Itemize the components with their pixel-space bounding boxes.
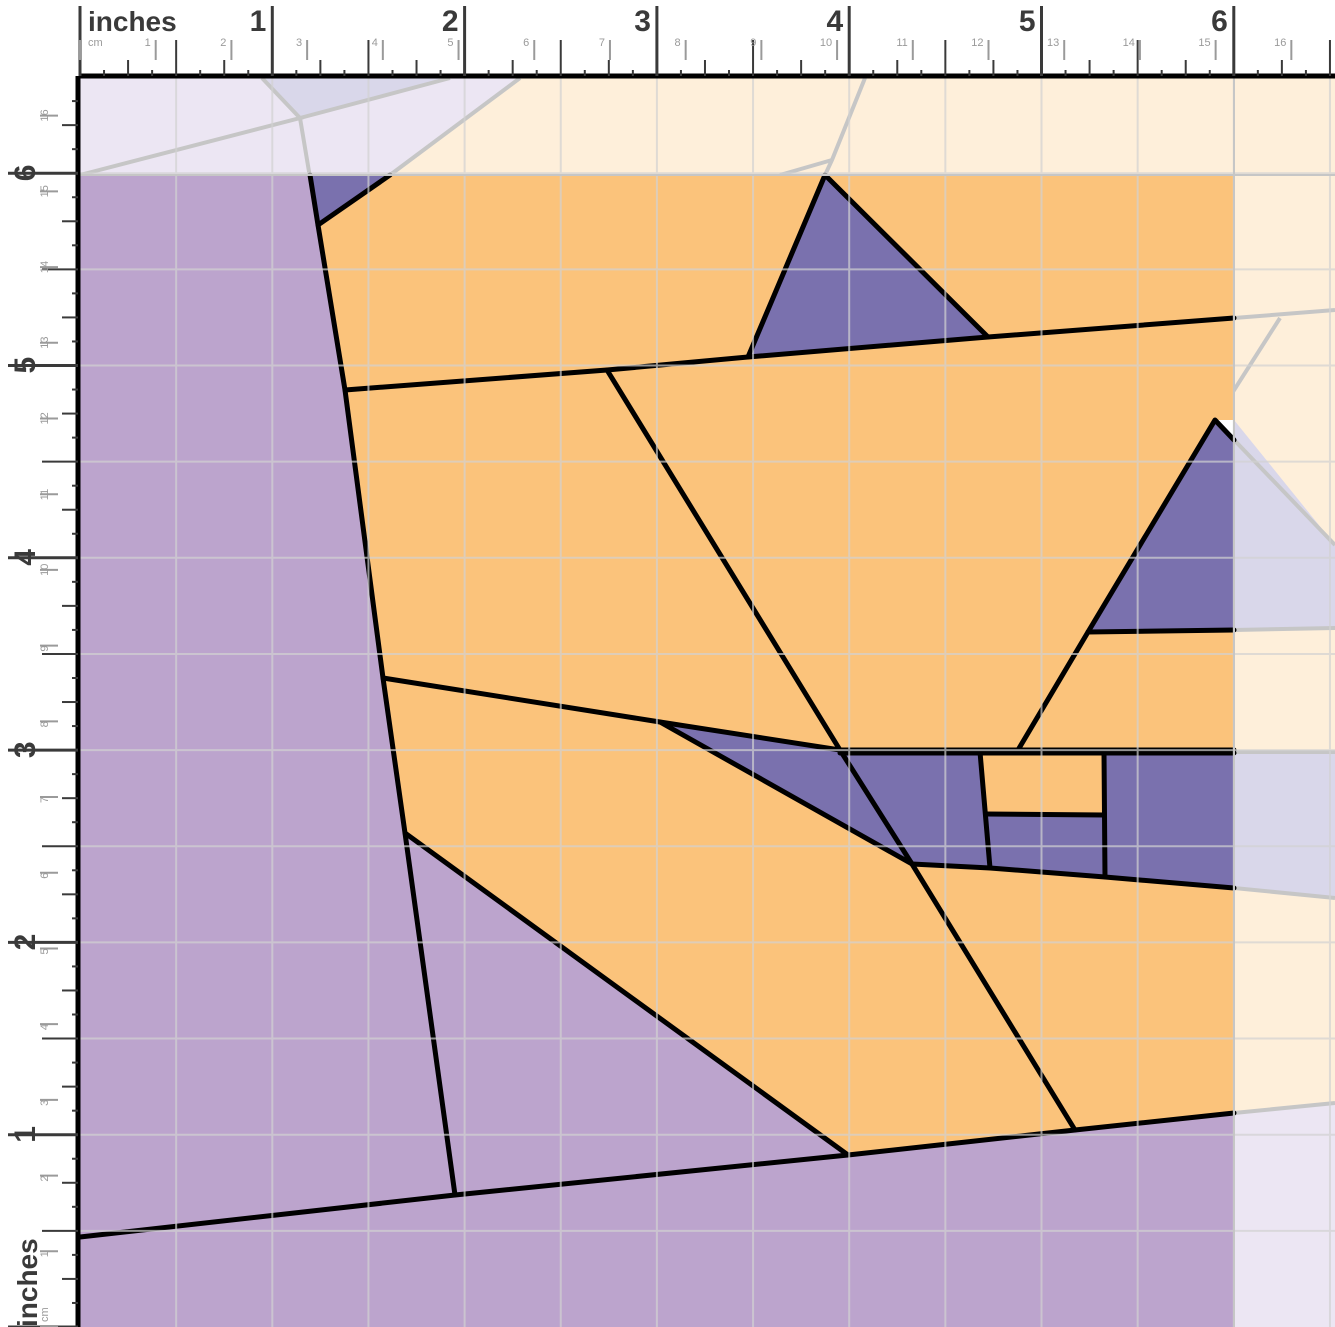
piece-dark-purple-right-rect — [1104, 752, 1234, 888]
piece-light-purple-triangle — [405, 833, 848, 1195]
ruler-top-cm-label: 16 — [1274, 37, 1286, 49]
grid-overlay — [80, 78, 1335, 1327]
ruler-left-cm-label: 13 — [39, 337, 51, 349]
ruler-top: inches cm 1 2 3 4 5 61 2 3 4 5 6 7 8 9 10 11 12 13 14 15 16 — [0, 0, 1335, 79]
ruler-top-cm-label: 8 — [675, 37, 681, 49]
seam-lines — [77, 172, 1237, 1240]
ruler-top-cm-label: 6 — [523, 37, 529, 49]
faded-purple-bottomright — [1234, 1103, 1335, 1327]
ruler-top-cm-label: 13 — [1047, 37, 1059, 49]
ruler-left-inch-label: 3 — [9, 741, 42, 758]
ruler-left-cm-label: 3 — [39, 1100, 51, 1106]
ruler-top-inch-label: 4 — [827, 5, 844, 38]
ruler-top-inch-label: 6 — [1211, 5, 1228, 38]
ruler-top-inch-label: 1 — [250, 5, 267, 38]
faded-outlines — [79, 76, 1335, 1115]
piece-light-purple-left — [80, 175, 455, 1237]
ruler-left-cm-label: 7 — [39, 797, 51, 803]
ruler-left-inch-label: 1 — [9, 1126, 42, 1143]
ruler-left-cm-label: 12 — [39, 412, 51, 424]
piece-orange-center — [607, 318, 1234, 750]
ruler-left-cm-label: cm — [39, 1307, 51, 1322]
ruler-left-cm-label: 16 — [39, 109, 51, 121]
ruler-left-cm-label: 2 — [39, 1175, 51, 1181]
ruler-top-inch-label: 2 — [442, 5, 459, 38]
ruler-left-cm-label: 5 — [39, 948, 51, 954]
faded-dark-purple-right-middle — [1234, 752, 1335, 898]
ruler-top-cm-label: 2 — [220, 37, 226, 49]
faded-dark-purple-top — [262, 78, 450, 118]
faded-dark-purple-right-upper — [1234, 420, 1335, 630]
ruler-left-cm-label: 9 — [39, 645, 51, 651]
ruler-top-inch-label: 5 — [1019, 5, 1036, 38]
ruler-left-cm-label: 11 — [39, 489, 51, 500]
piece-orange-lower-right — [912, 864, 1234, 1130]
ruler-left-cm-label: 1 — [39, 1251, 51, 1257]
ruler-top-cm-label: 1 — [145, 37, 151, 49]
ruler-left-cm-label: 15 — [39, 185, 51, 197]
ruler-left-cm-label: 14 — [39, 261, 51, 273]
ruler-left-inch-label: 2 — [9, 934, 42, 951]
ruler-left-cm-label: 6 — [39, 873, 51, 879]
ruler-left-inch-label: 5 — [9, 357, 42, 374]
ruler-top-cm-label: cm — [88, 37, 103, 49]
ruler-top-inch-label: 3 — [634, 5, 651, 38]
ruler-top-cm-label: 9 — [750, 37, 756, 49]
ruler-left-cm-label: 8 — [39, 721, 51, 727]
piece-dark-purple-square — [840, 750, 990, 868]
ruler-left-inch-label: 6 — [9, 165, 42, 182]
ruler-top-cm-label: 7 — [599, 37, 605, 49]
piece-orange-top — [318, 175, 1234, 390]
ruler-top-cm-label: 15 — [1198, 37, 1210, 49]
ruler-top-cm-label: 4 — [372, 37, 378, 49]
piece-orange-left-middle — [345, 370, 840, 750]
ruler-top-bg — [0, 0, 1335, 76]
ruler-top-cm-label: 12 — [971, 37, 983, 49]
ruler-top-cm-label: 11 — [896, 37, 907, 49]
block-edges — [80, 78, 1335, 1327]
ruler-top-cm-label: 14 — [1123, 37, 1135, 49]
ruler-top-cm-label: 5 — [447, 37, 453, 49]
ruler-top-cm-label: 10 — [820, 37, 832, 49]
ruler-left-cm-label: 4 — [39, 1024, 51, 1030]
piece-dark-purple-right — [1088, 420, 1234, 632]
ruler-left-cm-label: 10 — [39, 564, 51, 576]
ruler-left-inch-label: 4 — [9, 549, 42, 566]
piece-orange-lower-large — [383, 678, 1075, 1155]
ruler-top-unit-label: inches — [88, 6, 177, 37]
ruler-top-cm-label: 3 — [296, 37, 302, 49]
ruler-left-unit-label: inches — [12, 1238, 43, 1327]
